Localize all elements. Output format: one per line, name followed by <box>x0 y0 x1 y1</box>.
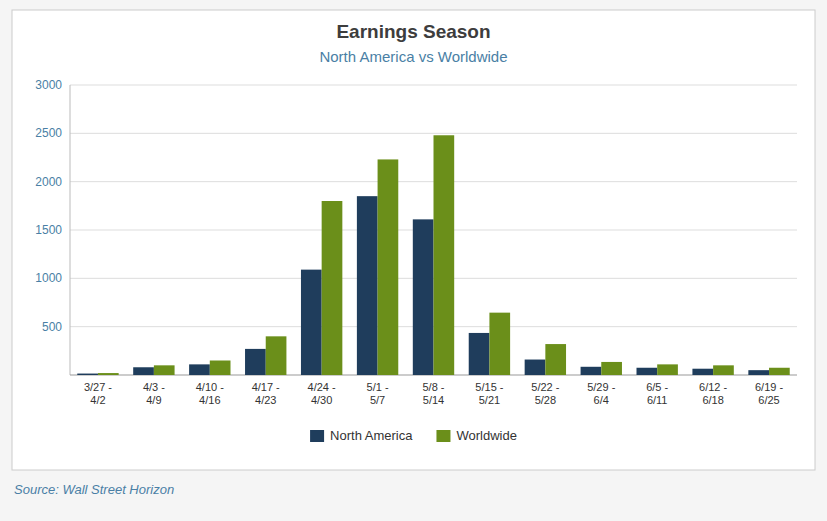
bar <box>769 368 790 375</box>
bar <box>581 367 602 375</box>
x-tick-label-line: 4/24 - <box>308 381 336 393</box>
bar <box>748 370 769 375</box>
bar <box>601 362 622 375</box>
bar <box>713 365 734 375</box>
panel <box>12 10 815 470</box>
y-tick-label: 1500 <box>35 223 62 237</box>
x-tick-label-line: 5/1 - <box>367 381 389 393</box>
x-tick-label-line: 5/29 - <box>587 381 615 393</box>
bar <box>469 333 490 375</box>
bar <box>98 373 119 375</box>
bar <box>133 367 154 375</box>
x-tick-label-line: 5/7 <box>370 394 385 406</box>
y-tick-label: 2500 <box>35 126 62 140</box>
bar <box>189 364 210 375</box>
x-tick-label-line: 4/9 <box>146 394 161 406</box>
y-tick-label: 3000 <box>35 78 62 92</box>
x-tick-label-line: 4/23 <box>255 394 276 406</box>
legend-item: Worldwide <box>436 428 516 443</box>
x-tick-label: 3/27 -4/2 <box>84 381 112 406</box>
x-tick-label-line: 6/18 <box>702 394 723 406</box>
x-tick-label-line: 5/22 - <box>531 381 559 393</box>
x-tick-label-line: 4/17 - <box>252 381 280 393</box>
x-tick-label-line: 4/10 - <box>196 381 224 393</box>
x-tick-label: 5/22 -5/28 <box>531 381 559 406</box>
bar <box>378 159 399 375</box>
x-tick-label-line: 6/12 - <box>699 381 727 393</box>
y-tick-label: 1000 <box>35 271 62 285</box>
bar <box>434 135 455 375</box>
x-tick-label: 6/5 -6/11 <box>646 381 668 406</box>
x-tick-label-line: 6/19 - <box>755 381 783 393</box>
bar <box>413 219 434 375</box>
legend-item: North America <box>310 428 413 443</box>
x-tick-label: 4/24 -4/30 <box>308 381 336 406</box>
x-tick-label-line: 4/3 - <box>143 381 165 393</box>
x-tick-label: 5/15 -5/21 <box>475 381 503 406</box>
x-tick-label-line: 6/5 - <box>646 381 668 393</box>
x-tick-label: 6/12 -6/18 <box>699 381 727 406</box>
bar <box>210 361 231 376</box>
x-tick-label: 5/29 -6/4 <box>587 381 615 406</box>
x-tick-label: 5/8 -5/14 <box>422 381 444 406</box>
legend-swatch <box>436 430 450 442</box>
title: Earnings Season <box>336 21 490 42</box>
grid-line <box>70 133 797 134</box>
chart-container: Earnings Season North America vs Worldwid… <box>0 0 827 521</box>
bar <box>357 196 378 375</box>
bar <box>266 336 287 375</box>
bar <box>322 201 343 375</box>
legend-swatch <box>310 430 324 442</box>
grid-line <box>70 85 797 86</box>
x-tick-label-line: 5/21 <box>479 394 500 406</box>
x-tick-label-line: 6/25 <box>758 394 779 406</box>
x-tick-label-line: 6/11 <box>647 394 668 406</box>
x-tick-label-line: 5/15 - <box>475 381 503 393</box>
x-tick-label-line: 5/8 - <box>422 381 444 393</box>
chart-svg: Earnings Season North America vs Worldwid… <box>0 0 827 521</box>
x-tick-label: 6/19 -6/25 <box>755 381 783 406</box>
x-tick-label-line: 5/28 <box>535 394 556 406</box>
y-tick-label: 500 <box>42 320 62 334</box>
x-tick-label: 5/1 -5/7 <box>367 381 389 406</box>
x-tick-label: 4/3 -4/9 <box>143 381 165 406</box>
bars <box>77 135 789 375</box>
legend-label: Worldwide <box>456 428 516 443</box>
y-tick-label: 2000 <box>35 175 62 189</box>
bar <box>657 364 678 375</box>
x-tick-label-line: 4/2 <box>90 394 105 406</box>
y-axis-line <box>70 85 71 375</box>
bar <box>301 270 322 375</box>
y-axis: 500 1000 1500 2000 2500 3000 <box>35 78 797 375</box>
legend: North America Worldwide <box>310 428 517 443</box>
x-tick-label-line: 3/27 - <box>84 381 112 393</box>
bar <box>692 369 713 375</box>
subtitle: North America vs Worldwide <box>319 48 507 65</box>
x-tick-label: 4/10 -4/16 <box>196 381 224 406</box>
x-tick-label-line: 4/16 <box>199 394 220 406</box>
bar <box>245 349 266 375</box>
x-tick-label-line: 6/4 <box>594 394 609 406</box>
x-tick-label-line: 5/14 <box>423 394 444 406</box>
annotation: Source: Wall Street Horizon <box>14 482 174 497</box>
x-tick-label-line: 4/30 <box>311 394 332 406</box>
bar <box>154 365 175 375</box>
x-tick-label: 4/17 -4/23 <box>252 381 280 406</box>
bar <box>489 313 510 375</box>
bar <box>637 368 658 375</box>
legend-label: North America <box>330 428 413 443</box>
bar <box>77 374 98 375</box>
x-axis: 3/27 -4/24/3 -4/94/10 -4/164/17 -4/234/2… <box>84 381 784 406</box>
bar <box>545 344 566 375</box>
bar <box>525 360 546 375</box>
